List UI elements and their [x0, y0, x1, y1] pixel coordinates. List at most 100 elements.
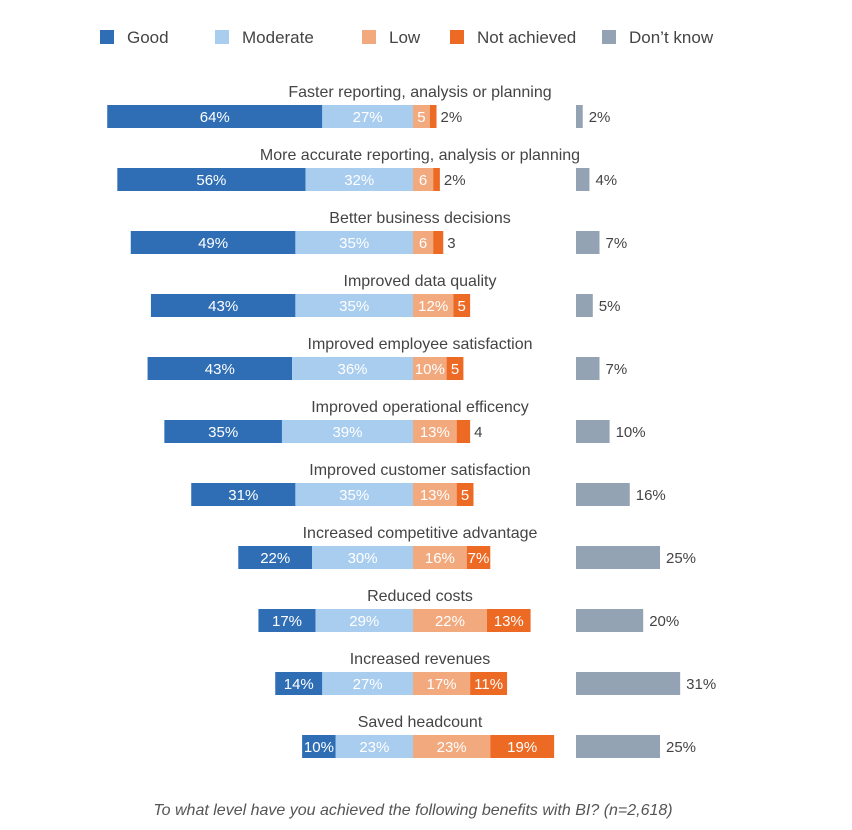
value-label-don-t-know: 5%	[599, 298, 621, 315]
bar-not-achieved	[433, 168, 440, 191]
category-label: Improved employee satisfaction	[308, 336, 533, 353]
bar-don-t-know	[576, 483, 630, 506]
bar-moderate	[322, 672, 413, 695]
legend-label-not-achieved: Not achieved	[477, 28, 576, 47]
bar-good	[150, 294, 296, 317]
bar-not-achieved	[456, 483, 474, 506]
bar-not-achieved	[466, 546, 491, 569]
category-label: Reduced costs	[367, 588, 473, 605]
value-label-low: 22%	[435, 613, 465, 630]
value-label-low: 5	[417, 109, 425, 126]
bar-moderate	[281, 420, 413, 443]
value-label-good: 10%	[304, 739, 334, 756]
value-label-don-t-know: 7%	[606, 235, 628, 252]
row-increased-competitive-advantage: Increased competitive advantage 22% 30% 16%…	[238, 525, 696, 569]
row-improved-operational-efficency: Improved operational efficency 35% 39% 13% 4…	[164, 399, 646, 443]
value-label-low: 10%	[415, 361, 445, 378]
value-label-not-achieved: 5	[451, 361, 459, 378]
bar-low	[413, 294, 454, 317]
bar-low	[413, 672, 471, 695]
bar-low	[413, 168, 434, 191]
bar-not-achieved	[470, 672, 508, 695]
bar-don-t-know	[576, 357, 600, 380]
legend-label-good: Good	[127, 28, 169, 47]
value-label-not-achieved: 13%	[494, 613, 524, 630]
value-label-don-t-know: 20%	[649, 613, 679, 630]
value-label-not-achieved: 19%	[507, 739, 537, 756]
value-label-moderate: 36%	[338, 361, 368, 378]
value-label-moderate: 27%	[353, 676, 383, 693]
category-label: Improved customer satisfaction	[309, 462, 530, 479]
row-better-business-decisions: Better business decisions 49% 35% 6 3 7%	[130, 210, 628, 254]
value-label-moderate: 27%	[353, 109, 383, 126]
value-label-not-achieved: 4	[474, 424, 482, 441]
value-label-moderate: 35%	[339, 487, 369, 504]
bar-don-t-know	[576, 609, 644, 632]
bar-moderate	[295, 231, 413, 254]
legend-label-low: Low	[389, 28, 421, 47]
value-label-low: 12%	[418, 298, 448, 315]
bar-good	[258, 609, 316, 632]
chart-rows: Faster reporting, analysis or planning64…	[107, 84, 716, 758]
value-label-moderate: 35%	[339, 298, 369, 315]
value-label-good: 43%	[205, 361, 235, 378]
value-label-low: 17%	[427, 676, 457, 693]
value-label-low: 13%	[420, 487, 450, 504]
row-reduced-costs: Reduced costs 17% 29% 22% 13% 20%	[258, 588, 679, 632]
value-label-low: 23%	[437, 739, 467, 756]
value-label-not-achieved: 11%	[474, 676, 503, 693]
value-label-good: 43%	[208, 298, 238, 315]
value-label-moderate: 23%	[359, 739, 389, 756]
bar-good	[191, 483, 296, 506]
value-label-don-t-know: 31%	[686, 676, 716, 693]
bar-don-t-know	[576, 420, 610, 443]
bar-not-achieved	[490, 735, 555, 758]
bar-not-achieved	[446, 357, 464, 380]
value-label-not-achieved: 2%	[444, 172, 466, 189]
value-label-moderate: 29%	[349, 613, 379, 630]
value-label-don-t-know: 25%	[666, 739, 696, 756]
legend-swatch-good	[100, 30, 114, 44]
value-label-low: 6	[419, 172, 427, 189]
value-label-good: 35%	[208, 424, 238, 441]
bar-low	[413, 735, 491, 758]
value-label-not-achieved: 5	[458, 298, 466, 315]
row-improved-customer-satisfaction: Improved customer satisfaction 31% 35% 13% 5…	[191, 462, 666, 506]
row-more-accurate-reporting-analysis-or-planning: More accurate reporting, analysis or pla…	[117, 147, 617, 191]
bar-low	[413, 609, 487, 632]
value-label-good: 22%	[260, 550, 290, 567]
bar-low	[413, 546, 467, 569]
bar-moderate	[322, 105, 413, 128]
legend-swatch-moderate	[215, 30, 229, 44]
bar-not-achieved	[453, 294, 471, 317]
bar-good	[107, 105, 323, 128]
category-label: Saved headcount	[358, 714, 483, 731]
value-label-good: 17%	[272, 613, 302, 630]
value-label-don-t-know: 4%	[595, 172, 617, 189]
row-faster-reporting-analysis-or-planning: Faster reporting, analysis or planning 64…	[107, 84, 610, 128]
value-label-low: 16%	[425, 550, 455, 567]
bar-low	[413, 483, 457, 506]
value-label-don-t-know: 10%	[616, 424, 646, 441]
value-label-good: 64%	[200, 109, 230, 126]
category-label: Increased revenues	[350, 651, 491, 668]
legend-swatch-don-t-know	[602, 30, 616, 44]
bar-moderate	[292, 357, 413, 380]
bar-low	[413, 357, 447, 380]
bar-good	[164, 420, 282, 443]
legend-label-moderate: Moderate	[242, 28, 314, 47]
bar-good	[130, 231, 296, 254]
bar-good	[238, 546, 313, 569]
bar-moderate	[305, 168, 413, 191]
bar-don-t-know	[576, 735, 660, 758]
row-saved-headcount: Saved headcount 10% 23% 23% 19% 25%	[302, 714, 696, 758]
bar-not-achieved	[429, 105, 437, 128]
value-label-don-t-know: 7%	[606, 361, 628, 378]
bar-don-t-know	[576, 294, 593, 317]
chart-legend: Good Moderate Low Not achieved Don’t know	[100, 28, 714, 47]
bar-moderate	[335, 735, 413, 758]
value-label-low: 6	[419, 235, 427, 252]
bar-don-t-know	[576, 672, 681, 695]
value-label-good: 31%	[228, 487, 258, 504]
